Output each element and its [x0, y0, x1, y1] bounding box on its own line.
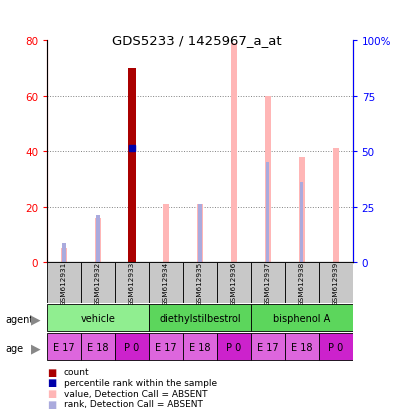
Bar — [196, 204, 202, 262]
Text: GSM612931: GSM612931 — [61, 261, 67, 305]
FancyBboxPatch shape — [250, 305, 352, 331]
FancyBboxPatch shape — [47, 262, 81, 304]
FancyBboxPatch shape — [318, 262, 352, 304]
Text: P 0: P 0 — [226, 342, 241, 352]
FancyBboxPatch shape — [250, 334, 284, 360]
Text: P 0: P 0 — [327, 342, 342, 352]
Text: GSM612939: GSM612939 — [332, 261, 338, 305]
Bar — [62, 243, 65, 262]
Text: GSM612938: GSM612938 — [298, 261, 304, 305]
Text: E 18: E 18 — [189, 342, 210, 352]
Text: vehicle: vehicle — [81, 313, 115, 323]
Text: percentile rank within the sample: percentile rank within the sample — [63, 378, 216, 387]
FancyBboxPatch shape — [148, 262, 182, 304]
Text: agent: agent — [5, 314, 33, 324]
Text: ▶: ▶ — [31, 341, 41, 354]
Bar — [230, 44, 236, 262]
FancyBboxPatch shape — [115, 262, 148, 304]
Text: ■: ■ — [47, 399, 56, 409]
FancyBboxPatch shape — [250, 262, 284, 304]
Text: GSM612936: GSM612936 — [230, 261, 236, 305]
FancyBboxPatch shape — [182, 334, 216, 360]
Bar — [95, 218, 101, 262]
Bar — [265, 163, 269, 262]
Text: E 17: E 17 — [53, 342, 75, 352]
Text: ■: ■ — [47, 377, 56, 387]
Bar — [162, 204, 169, 262]
Text: ■: ■ — [47, 367, 56, 377]
FancyBboxPatch shape — [216, 262, 250, 304]
FancyBboxPatch shape — [81, 262, 115, 304]
Bar — [264, 97, 270, 262]
Bar — [298, 157, 304, 262]
Text: rank, Detection Call = ABSENT: rank, Detection Call = ABSENT — [63, 399, 202, 408]
Text: GSM612933: GSM612933 — [129, 261, 135, 305]
FancyBboxPatch shape — [148, 334, 182, 360]
FancyBboxPatch shape — [216, 334, 250, 360]
Text: E 18: E 18 — [290, 342, 312, 352]
FancyBboxPatch shape — [284, 334, 318, 360]
Text: ▶: ▶ — [31, 312, 41, 325]
FancyBboxPatch shape — [81, 334, 115, 360]
Text: bisphenol A: bisphenol A — [272, 313, 330, 323]
Text: age: age — [5, 343, 23, 353]
FancyBboxPatch shape — [47, 334, 81, 360]
Bar — [128, 69, 136, 262]
FancyBboxPatch shape — [182, 262, 216, 304]
Text: GSM612935: GSM612935 — [196, 261, 202, 305]
Text: count: count — [63, 367, 89, 376]
Text: P 0: P 0 — [124, 342, 139, 352]
Bar — [61, 249, 67, 262]
Bar — [299, 182, 303, 262]
Text: E 17: E 17 — [155, 342, 176, 352]
Text: GDS5233 / 1425967_a_at: GDS5233 / 1425967_a_at — [112, 34, 281, 47]
Bar — [332, 149, 338, 262]
Text: GSM612937: GSM612937 — [264, 261, 270, 305]
FancyBboxPatch shape — [47, 305, 148, 331]
Text: E 17: E 17 — [256, 342, 278, 352]
FancyBboxPatch shape — [318, 334, 352, 360]
FancyBboxPatch shape — [115, 334, 148, 360]
Text: diethylstilbestrol: diethylstilbestrol — [159, 313, 240, 323]
Text: GSM612932: GSM612932 — [95, 261, 101, 305]
FancyBboxPatch shape — [284, 262, 318, 304]
FancyBboxPatch shape — [148, 305, 250, 331]
Text: GSM612934: GSM612934 — [162, 261, 169, 305]
Bar — [96, 215, 99, 262]
Text: E 18: E 18 — [87, 342, 108, 352]
Bar — [198, 204, 201, 262]
Text: ■: ■ — [47, 388, 56, 398]
Text: value, Detection Call = ABSENT: value, Detection Call = ABSENT — [63, 389, 207, 398]
